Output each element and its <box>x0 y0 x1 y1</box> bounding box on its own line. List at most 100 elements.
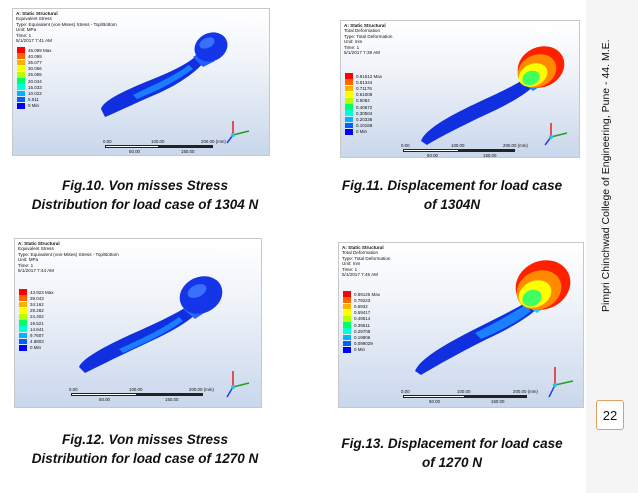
legend-value: 0.91512 Max <box>356 73 383 79</box>
legend-swatch <box>17 47 25 53</box>
legend-row: 19.521 <box>19 320 54 326</box>
header-line: Total Deformation <box>344 28 381 34</box>
legend-value: 43.923 Max <box>30 289 54 295</box>
legend-swatch <box>19 320 27 326</box>
legend-value: 45.099 Max <box>28 47 52 53</box>
header-line: Unit: mm <box>342 261 361 267</box>
color-legend: 45.099 Max 40.099 35.077 30.066 25.055 2… <box>17 47 52 109</box>
legend-row: 4.8803 <box>19 338 54 345</box>
legend-value: 0.30504 <box>356 110 373 116</box>
header-line: Type: Total Deformation <box>344 33 393 39</box>
legend-swatch <box>345 79 353 86</box>
scale-bar-right <box>465 395 527 398</box>
scale-label: 100.00 <box>451 143 465 148</box>
header-line: Unit: mm <box>344 39 363 45</box>
legend-value: 0.49514 <box>354 316 371 322</box>
legend-row: 5.011 <box>17 96 52 103</box>
legend-row: 0.89125 Max <box>343 291 380 297</box>
legend-value: 0.61008 <box>356 92 373 98</box>
legend-row: 0.10168 <box>345 122 382 129</box>
scale-bar: 0.00 100.00 200.00 (mm) 50.00 150.00 <box>69 387 219 405</box>
legend-value: 24.402 <box>30 314 44 320</box>
legend-value: 0.40672 <box>356 104 373 110</box>
header-line: Unit: MPa <box>18 257 39 263</box>
stress-model <box>79 276 223 373</box>
legend-value: 20.044 <box>28 78 42 84</box>
figure-12-caption: Fig.12. Von misses Stress Distribution f… <box>10 430 280 468</box>
scale-label: 100.00 <box>457 389 471 394</box>
legend-swatch <box>345 98 353 104</box>
legend-row: 0.30504 <box>345 110 382 117</box>
displacement-model <box>421 46 565 145</box>
legend-swatch <box>17 53 25 60</box>
legend-row: 0.71176 <box>345 85 382 92</box>
scale-label: 200.00 (mm) <box>201 139 226 144</box>
legend-row: 9.7607 <box>19 332 54 339</box>
brand-version: R15.0 <box>236 252 253 258</box>
stem-highlight <box>119 317 183 353</box>
scale-label: 200.00 (mm) <box>189 387 214 392</box>
legend-value: 0.20336 <box>356 116 373 122</box>
legend-swatch <box>343 309 351 316</box>
legend-value: 0 Min <box>28 103 40 109</box>
header-line: A: Static Structural <box>344 23 386 28</box>
legend-value: 14.641 <box>30 326 44 332</box>
legend-value: 19.521 <box>30 320 44 326</box>
legend-row: 35.077 <box>17 59 52 66</box>
legend-row: 0.20336 <box>345 116 382 123</box>
figure-10-caption: Fig.10. Von misses Stress Distribution f… <box>10 176 280 214</box>
legend-value: 5.011 <box>28 97 39 103</box>
legend-swatch <box>17 72 25 78</box>
legend-swatch <box>19 344 27 351</box>
header-line: Unit: MPa <box>16 27 37 33</box>
scale-bar-right <box>459 149 515 152</box>
legend-swatch <box>345 128 353 135</box>
legend-row: 0 Min <box>345 128 382 135</box>
header-line: 5/1/2017 7:39 AM <box>344 50 381 56</box>
legend-swatch <box>17 78 25 84</box>
caption-line: Distribution for load case of 1270 N <box>31 451 259 466</box>
legend-swatch <box>17 65 25 72</box>
legend-row: 0.39611 <box>343 322 380 328</box>
header-line: Type: Equivalent (von-Mises) Stress - To… <box>18 251 119 257</box>
brand-name: ANSYS <box>539 246 575 257</box>
caption-line: Fig.13. Displacement for load case <box>341 436 563 451</box>
figure-10-panel: A: Static Structural Equivalent Stress T… <box>12 8 270 156</box>
legend-swatch <box>345 91 353 98</box>
scale-label: 0.00 <box>401 143 410 148</box>
brand-name: ANSYS <box>225 12 261 23</box>
caption-line: Fig.10. Von misses Stress <box>61 178 229 193</box>
legend-row: 0.91512 Max <box>345 73 382 79</box>
legend-swatch <box>343 328 351 335</box>
header-line: Time: 1 <box>344 44 360 50</box>
legend-row: 0.59417 <box>343 309 380 316</box>
legend-value: 0.10168 <box>356 123 373 129</box>
legend-value: 0.81344 <box>356 79 373 85</box>
stem-shade <box>475 305 531 339</box>
ansys-logo: ANSYS R15.0 <box>539 246 575 262</box>
legend-row: 0 Min <box>17 102 52 109</box>
analysis-header: A: Static Structural Total Deformation T… <box>342 245 390 277</box>
legend-value: 15.033 <box>28 84 42 90</box>
header-line: Equivalent Stress <box>16 16 52 22</box>
legend-swatch <box>343 340 351 347</box>
legend-row: 0.79223 <box>343 297 380 304</box>
stem-highlight <box>133 65 193 99</box>
color-legend: 0.89125 Max 0.79223 0.6932 0.59417 0.495… <box>343 291 380 353</box>
legend-value: 0 Min <box>356 129 368 135</box>
legend-row: 30.066 <box>17 65 52 72</box>
figure-11-caption: Fig.11. Displacement for load case of 13… <box>322 176 582 214</box>
legend-value: 4.8803 <box>30 339 44 345</box>
scale-label: 50.00 <box>429 399 440 404</box>
scale-label: 0.00 <box>69 387 78 392</box>
legend-row: 0.40672 <box>345 104 382 110</box>
legend-row: 0 Min <box>343 346 380 353</box>
brand-version: R15.0 <box>554 34 571 40</box>
stem-shape <box>421 77 535 145</box>
caption-line: Fig.11. Displacement for load case <box>341 178 563 193</box>
legend-row: 0.29708 <box>343 328 380 335</box>
legend-swatch <box>17 90 25 97</box>
axis-triad-icon <box>544 123 568 146</box>
scale-bar-left <box>403 149 459 152</box>
legend-value: 0.89125 Max <box>354 291 381 297</box>
